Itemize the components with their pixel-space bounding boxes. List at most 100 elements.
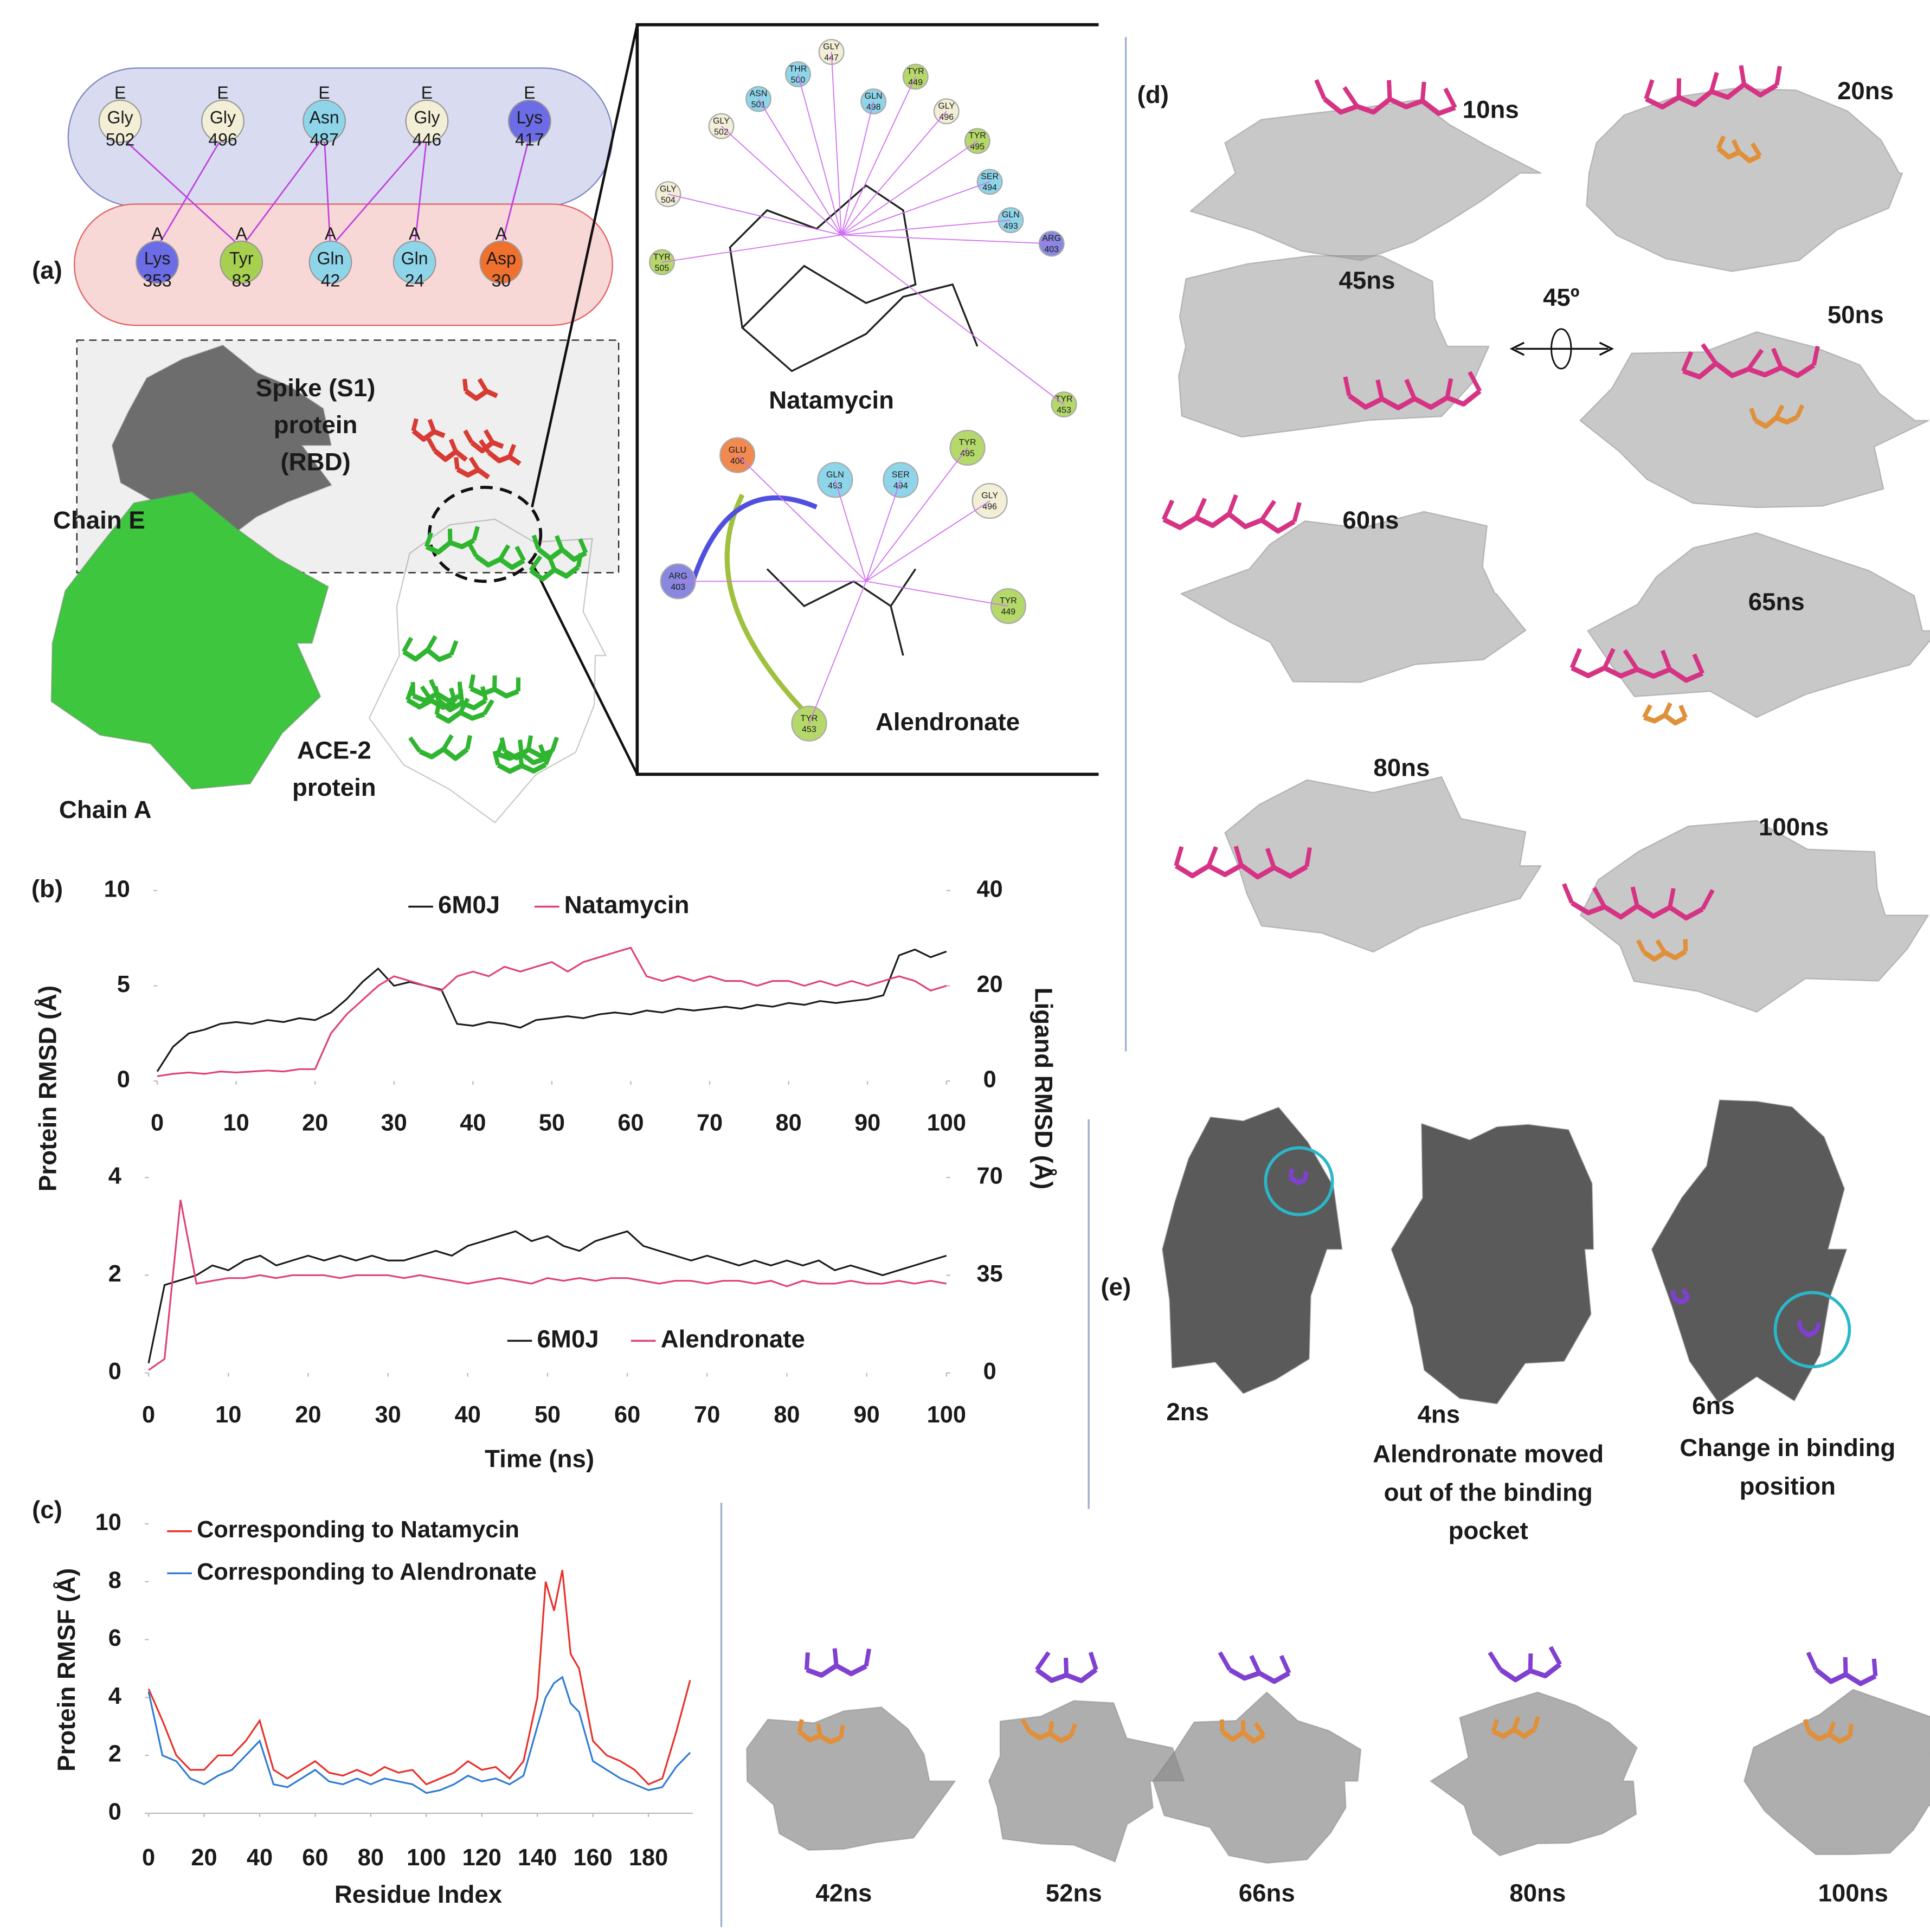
ligand-residue-number: 505 bbox=[655, 263, 670, 273]
residue-name: Gln bbox=[401, 249, 428, 268]
ligand-branch bbox=[1342, 86, 1359, 108]
ligand-branch bbox=[426, 437, 438, 452]
pocket-surface bbox=[1180, 511, 1527, 683]
ligand-branch bbox=[1548, 1646, 1562, 1666]
ligand-residue-name: GLU bbox=[729, 446, 747, 455]
x-tick-label: 100 bbox=[927, 1402, 966, 1428]
ligand-branch bbox=[832, 1648, 839, 1666]
ligand-branch bbox=[1806, 1651, 1818, 1671]
ligand-branch bbox=[454, 457, 460, 470]
time-label: 42ns bbox=[815, 1879, 872, 1907]
x-tick-label: 180 bbox=[629, 1845, 668, 1871]
x-tick-label: 40 bbox=[455, 1402, 481, 1428]
ligand-sticks bbox=[1174, 862, 1308, 880]
residue-number: 496 bbox=[208, 130, 237, 150]
residue-chain: E bbox=[318, 83, 330, 102]
ligand-box bbox=[635, 23, 1099, 776]
note: Change in binding bbox=[1680, 1434, 1895, 1461]
residue-number: 353 bbox=[143, 271, 171, 291]
x-tick-label: 120 bbox=[462, 1845, 501, 1871]
residue-node bbox=[220, 240, 263, 284]
ligand-branch bbox=[483, 429, 495, 444]
y2-axis-title: Ligand RMSD (Å) bbox=[1030, 988, 1057, 1190]
ligand-branch bbox=[1731, 139, 1741, 153]
ligand-residue-name: GLY bbox=[938, 101, 955, 111]
ligand-branch bbox=[477, 378, 489, 392]
ligand-branch bbox=[498, 544, 511, 561]
y-tick-label: 0 bbox=[108, 1358, 121, 1384]
ligand-branch bbox=[1671, 1290, 1676, 1299]
ligand-sticks bbox=[1220, 1729, 1265, 1744]
ligand-sticks bbox=[433, 449, 468, 462]
residue-name: Gly bbox=[414, 107, 440, 127]
ligand-sticks bbox=[456, 467, 491, 480]
series-line bbox=[147, 1570, 691, 1786]
ligand-branch bbox=[472, 526, 480, 541]
series-line bbox=[157, 946, 947, 1077]
time-label: 52ns bbox=[1046, 1879, 1102, 1907]
note: pocket bbox=[1449, 1517, 1528, 1544]
arrow-heads bbox=[1509, 342, 1614, 356]
y2-tick-label: 0 bbox=[983, 1067, 996, 1093]
ligand-branch bbox=[1749, 408, 1758, 422]
ligand-branch bbox=[1249, 1654, 1262, 1675]
x-tick-label: 140 bbox=[518, 1845, 557, 1871]
residue-name: Asn bbox=[310, 107, 339, 127]
ligand-branch bbox=[402, 636, 414, 653]
ligand-branch bbox=[1668, 887, 1676, 908]
ligand-branch bbox=[463, 429, 474, 444]
ligand-branch bbox=[428, 679, 439, 695]
ligand-residue-name: ASN bbox=[750, 89, 768, 99]
residue-chain: E bbox=[524, 83, 535, 102]
legend-label: 6M0J bbox=[537, 1325, 599, 1353]
y-axis-title: Protein RMSF (Å) bbox=[53, 1568, 80, 1772]
x-tick-label: 60 bbox=[614, 1402, 640, 1428]
ligand-sticks bbox=[529, 565, 580, 582]
ligand-sticks bbox=[464, 389, 498, 401]
ligand-branch bbox=[1288, 1168, 1295, 1178]
pocket-surface bbox=[988, 1700, 1185, 1863]
ligand-contact bbox=[841, 111, 947, 236]
interaction-line bbox=[241, 136, 325, 248]
panel-label: (e) bbox=[1101, 1273, 1131, 1301]
legend-label: Natamycin bbox=[564, 891, 690, 919]
residue-chain: A bbox=[496, 224, 507, 243]
residue-number: 502 bbox=[106, 130, 134, 150]
interaction-line bbox=[323, 136, 331, 248]
ligand-contact bbox=[841, 234, 1052, 244]
ligand-name: Alendronate bbox=[876, 708, 1020, 736]
ligand-residue-number: 493 bbox=[828, 481, 842, 491]
series-line bbox=[147, 1676, 691, 1794]
ligand-branch bbox=[1035, 1651, 1051, 1671]
time-label: 66ns bbox=[1239, 1879, 1295, 1907]
x-tick-label: 80 bbox=[358, 1845, 384, 1871]
ligand-branch bbox=[462, 378, 468, 391]
ligand-residue-number: 494 bbox=[893, 481, 908, 491]
zoom-line bbox=[531, 562, 639, 775]
ligand-branch bbox=[1683, 939, 1688, 951]
y-tick-label: 6 bbox=[108, 1625, 121, 1651]
ligand-branch bbox=[1814, 1322, 1822, 1332]
x-tick-label: 50 bbox=[535, 1402, 561, 1428]
x-tick-label: 70 bbox=[694, 1402, 720, 1428]
interaction-line bbox=[119, 135, 242, 248]
residue-node bbox=[136, 240, 179, 284]
ligand-sticks bbox=[411, 429, 446, 442]
pocket-surface bbox=[1586, 88, 1903, 272]
ligand-branch bbox=[1811, 345, 1820, 366]
x-tick-label: 100 bbox=[407, 1845, 446, 1871]
ligand-branch bbox=[1343, 376, 1352, 396]
ligand-residue-number: 500 bbox=[791, 76, 806, 85]
ligand-residue-number: 495 bbox=[960, 449, 975, 459]
ligand-residue bbox=[902, 63, 929, 90]
ligand-branch bbox=[1088, 1651, 1098, 1671]
ligand-branch bbox=[1233, 846, 1244, 866]
ligand-contact bbox=[841, 76, 916, 235]
ligand-residue-name: SER bbox=[981, 172, 999, 182]
rotation-symbol bbox=[1551, 328, 1572, 370]
residue-node bbox=[405, 99, 449, 143]
x-axis-title: Residue Index bbox=[334, 1881, 503, 1908]
ligand-residue-number: 453 bbox=[1057, 406, 1071, 415]
rbd-surface bbox=[1391, 1123, 1594, 1405]
